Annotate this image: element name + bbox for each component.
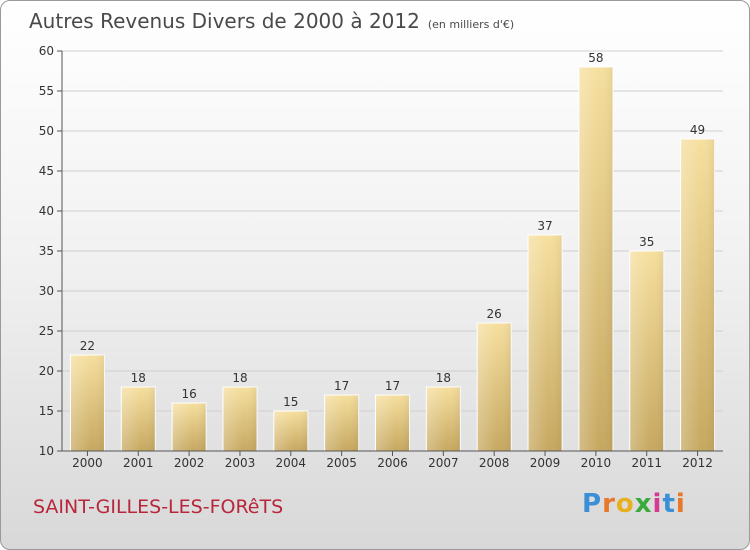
data-label: 18 xyxy=(232,371,247,385)
proxiti-logo[interactable]: Proxiti xyxy=(582,489,686,519)
x-tick-label: 2008 xyxy=(479,456,510,470)
x-tick-label: 2011 xyxy=(631,456,662,470)
data-label: 58 xyxy=(588,51,603,65)
bar-shine xyxy=(426,387,461,451)
data-label: 18 xyxy=(436,371,451,385)
y-tick-label: 60 xyxy=(39,44,54,58)
bar-shine xyxy=(222,387,257,451)
title-main: Autres Revenus Divers de 2000 à 2012 xyxy=(29,9,420,33)
logo-letter: r xyxy=(602,489,616,519)
bar-shine xyxy=(375,395,410,451)
logo-letter: t xyxy=(662,489,676,519)
data-label: 17 xyxy=(385,379,400,393)
bar-shine xyxy=(629,251,664,451)
y-tick-label: 55 xyxy=(39,84,54,98)
bars xyxy=(69,66,716,452)
bar-shine xyxy=(70,355,105,451)
data-label: 37 xyxy=(537,219,552,233)
bar-shine xyxy=(172,403,207,451)
axes xyxy=(57,50,723,456)
y-tick-label: 35 xyxy=(39,244,54,258)
bar-shine xyxy=(121,387,156,451)
y-tick-label: 40 xyxy=(39,204,54,218)
data-label: 22 xyxy=(80,339,95,353)
labels: 10 15 20 25 30 35 40 45 50 55 60 22 2000 18 2001 16 2002… xyxy=(39,44,713,470)
bar-shine xyxy=(680,139,715,451)
x-tick-label: 2002 xyxy=(174,456,205,470)
bar-shine xyxy=(477,323,512,451)
logo-letter: P xyxy=(582,489,603,519)
x-tick-label: 2009 xyxy=(530,456,561,470)
x-tick-label: 2005 xyxy=(326,456,357,470)
x-tick-label: 2006 xyxy=(377,456,408,470)
bar-shine xyxy=(324,395,359,451)
data-label: 16 xyxy=(181,387,196,401)
data-label: 49 xyxy=(690,123,705,137)
location-label: SAINT-GILLES-LES-FORêTS xyxy=(33,496,284,518)
data-label: 35 xyxy=(639,235,654,249)
x-tick-label: 2010 xyxy=(581,456,612,470)
y-tick-label: 50 xyxy=(39,124,54,138)
y-tick-label: 10 xyxy=(39,444,54,458)
bar-shine xyxy=(528,235,563,451)
data-label: 17 xyxy=(334,379,349,393)
chart-title: Autres Revenus Divers de 2000 à 2012 (en … xyxy=(29,9,514,33)
y-tick-label: 25 xyxy=(39,324,54,338)
y-tick-label: 30 xyxy=(39,284,54,298)
x-tick-label: 2012 xyxy=(682,456,713,470)
logo-letter: x xyxy=(634,489,653,519)
x-tick-label: 2004 xyxy=(276,456,307,470)
x-tick-label: 2001 xyxy=(123,456,154,470)
logo-letter: o xyxy=(615,489,635,519)
logo-letter: i xyxy=(675,489,686,519)
data-label: 15 xyxy=(283,395,298,409)
data-label: 26 xyxy=(487,307,502,321)
y-tick-label: 20 xyxy=(39,364,54,378)
logo-letter: i xyxy=(652,489,663,519)
bar-shine xyxy=(273,411,308,451)
y-tick-label: 15 xyxy=(39,404,54,418)
x-tick-label: 2003 xyxy=(225,456,256,470)
x-tick-label: 2000 xyxy=(72,456,103,470)
title-unit: (en milliers d'€) xyxy=(427,18,515,31)
bar-shine xyxy=(578,67,613,451)
data-label: 18 xyxy=(131,371,146,385)
x-tick-label: 2007 xyxy=(428,456,459,470)
y-tick-label: 45 xyxy=(39,164,54,178)
